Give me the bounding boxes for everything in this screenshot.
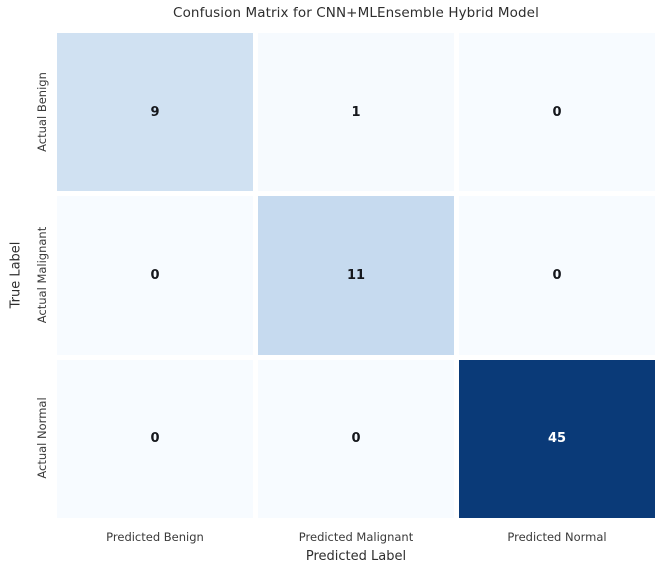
ytick-actual-malignant: Actual Malignant: [35, 226, 49, 324]
heatmap-cell-r1c1: 11: [258, 196, 454, 355]
heatmap-cell-r2c1: 0: [258, 359, 454, 518]
heatmap-cell-r0c1: 1: [258, 33, 454, 192]
y-axis-title: True Label: [8, 241, 24, 309]
heatmap-cell-r0c0: 9: [57, 33, 253, 192]
heatmap-cell-r2c2: 45: [459, 359, 655, 518]
x-axis-title: Predicted Label: [305, 549, 407, 564]
heatmap: 9 1 0 0 11 0 0 0 45: [57, 33, 655, 518]
xtick-predicted-malignant: Predicted Malignant: [298, 530, 414, 544]
heatmap-cell-r0c2: 0: [459, 33, 655, 192]
heatmap-cell-r2c0: 0: [57, 359, 253, 518]
ytick-actual-benign: Actual Benign: [35, 72, 49, 152]
xtick-predicted-normal: Predicted Normal: [507, 530, 607, 544]
heatmap-cell-r1c0: 0: [57, 196, 253, 355]
heatmap-cell-r1c2: 0: [459, 196, 655, 355]
chart-title: Confusion Matrix for CNN+MLEnsemble Hybr…: [173, 5, 539, 21]
ytick-actual-normal: Actual Normal: [35, 397, 49, 479]
xtick-predicted-benign: Predicted Benign: [106, 530, 204, 544]
